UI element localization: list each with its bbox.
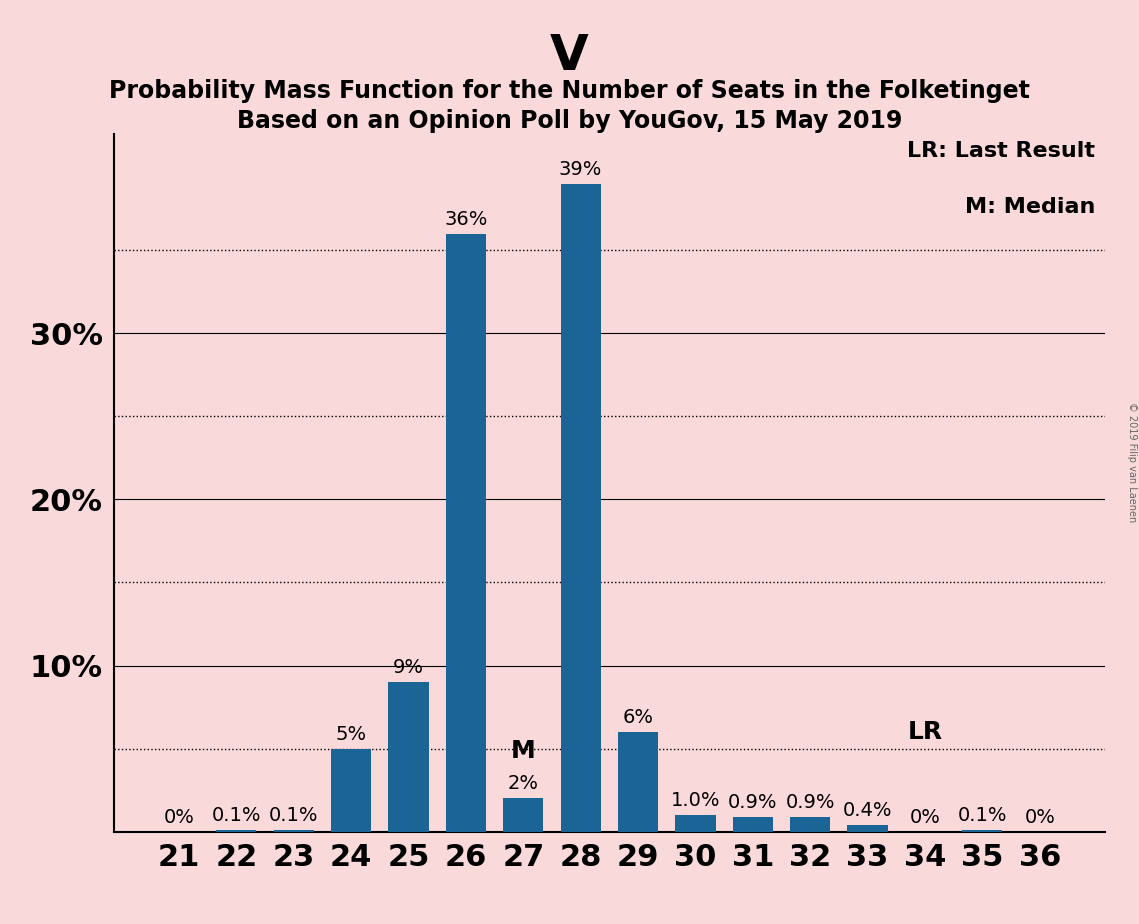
Text: 0.9%: 0.9% bbox=[728, 793, 778, 811]
Text: 0.9%: 0.9% bbox=[786, 793, 835, 811]
Bar bbox=[445, 234, 486, 832]
Text: 0.4%: 0.4% bbox=[843, 801, 892, 820]
Text: LR: Last Result: LR: Last Result bbox=[907, 141, 1095, 161]
Text: 5%: 5% bbox=[336, 724, 367, 744]
Bar bbox=[790, 817, 830, 832]
Text: 39%: 39% bbox=[559, 160, 603, 179]
Bar bbox=[388, 682, 428, 832]
Bar bbox=[732, 817, 773, 832]
Text: Probability Mass Function for the Number of Seats in the Folketinget: Probability Mass Function for the Number… bbox=[109, 79, 1030, 103]
Bar bbox=[560, 184, 600, 832]
Bar bbox=[847, 825, 887, 832]
Text: © 2019 Filip van Laenen: © 2019 Filip van Laenen bbox=[1126, 402, 1137, 522]
Text: M: M bbox=[511, 739, 535, 763]
Text: M: Median: M: Median bbox=[965, 197, 1095, 217]
Text: 0%: 0% bbox=[164, 808, 195, 827]
Text: 36%: 36% bbox=[444, 210, 487, 228]
Text: 6%: 6% bbox=[623, 708, 654, 727]
Text: LR: LR bbox=[908, 720, 942, 744]
Bar bbox=[503, 798, 543, 832]
Text: Based on an Opinion Poll by YouGov, 15 May 2019: Based on an Opinion Poll by YouGov, 15 M… bbox=[237, 109, 902, 133]
Text: 1.0%: 1.0% bbox=[671, 791, 720, 810]
Text: 9%: 9% bbox=[393, 658, 424, 677]
Text: 0.1%: 0.1% bbox=[212, 806, 261, 825]
Text: 2%: 2% bbox=[508, 774, 539, 794]
Text: 0%: 0% bbox=[1024, 808, 1055, 827]
Bar bbox=[618, 732, 658, 832]
Text: 0.1%: 0.1% bbox=[269, 806, 319, 825]
Text: 0%: 0% bbox=[910, 808, 941, 827]
Text: V: V bbox=[550, 32, 589, 80]
Bar bbox=[331, 748, 371, 832]
Bar bbox=[962, 830, 1002, 832]
Bar bbox=[273, 830, 314, 832]
Text: 0.1%: 0.1% bbox=[958, 806, 1007, 825]
Bar bbox=[675, 815, 715, 832]
Bar bbox=[216, 830, 256, 832]
